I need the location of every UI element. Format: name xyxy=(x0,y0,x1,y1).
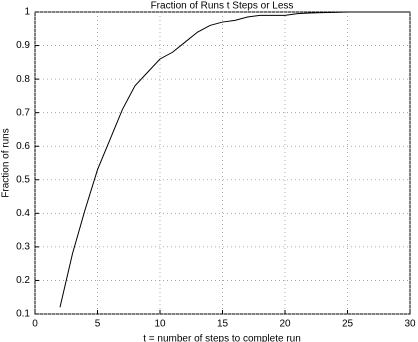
x-axis-label: t = number of steps to complete run xyxy=(143,334,301,342)
y-tick-label: 0.5 xyxy=(16,174,30,185)
x-tick-label: 15 xyxy=(217,319,229,330)
y-tick-label: 0.3 xyxy=(16,242,30,253)
y-tick-label: 1 xyxy=(24,7,30,18)
y-tick-label: 0.9 xyxy=(16,40,30,51)
x-tick-label: 10 xyxy=(154,319,166,330)
y-tick-label: 0.7 xyxy=(16,107,30,118)
y-tick-label: 0.2 xyxy=(16,275,30,286)
data-line xyxy=(59,11,410,308)
x-tick-label: 0 xyxy=(32,319,38,330)
x-tick-label: 30 xyxy=(404,319,416,330)
y-axis-label: Fraction of runs xyxy=(1,128,12,197)
y-tick-label: 0.6 xyxy=(16,141,30,152)
y-tick-label: 0.8 xyxy=(16,74,30,85)
x-tick-label: 20 xyxy=(279,319,291,330)
x-tick-label: 5 xyxy=(95,319,101,330)
x-tick-label: 25 xyxy=(342,319,354,330)
y-tick-label: 0.1 xyxy=(16,309,30,320)
y-tick-label: 0.4 xyxy=(16,208,30,219)
chart-title: Fraction of Runs t Steps or Less xyxy=(151,1,294,12)
